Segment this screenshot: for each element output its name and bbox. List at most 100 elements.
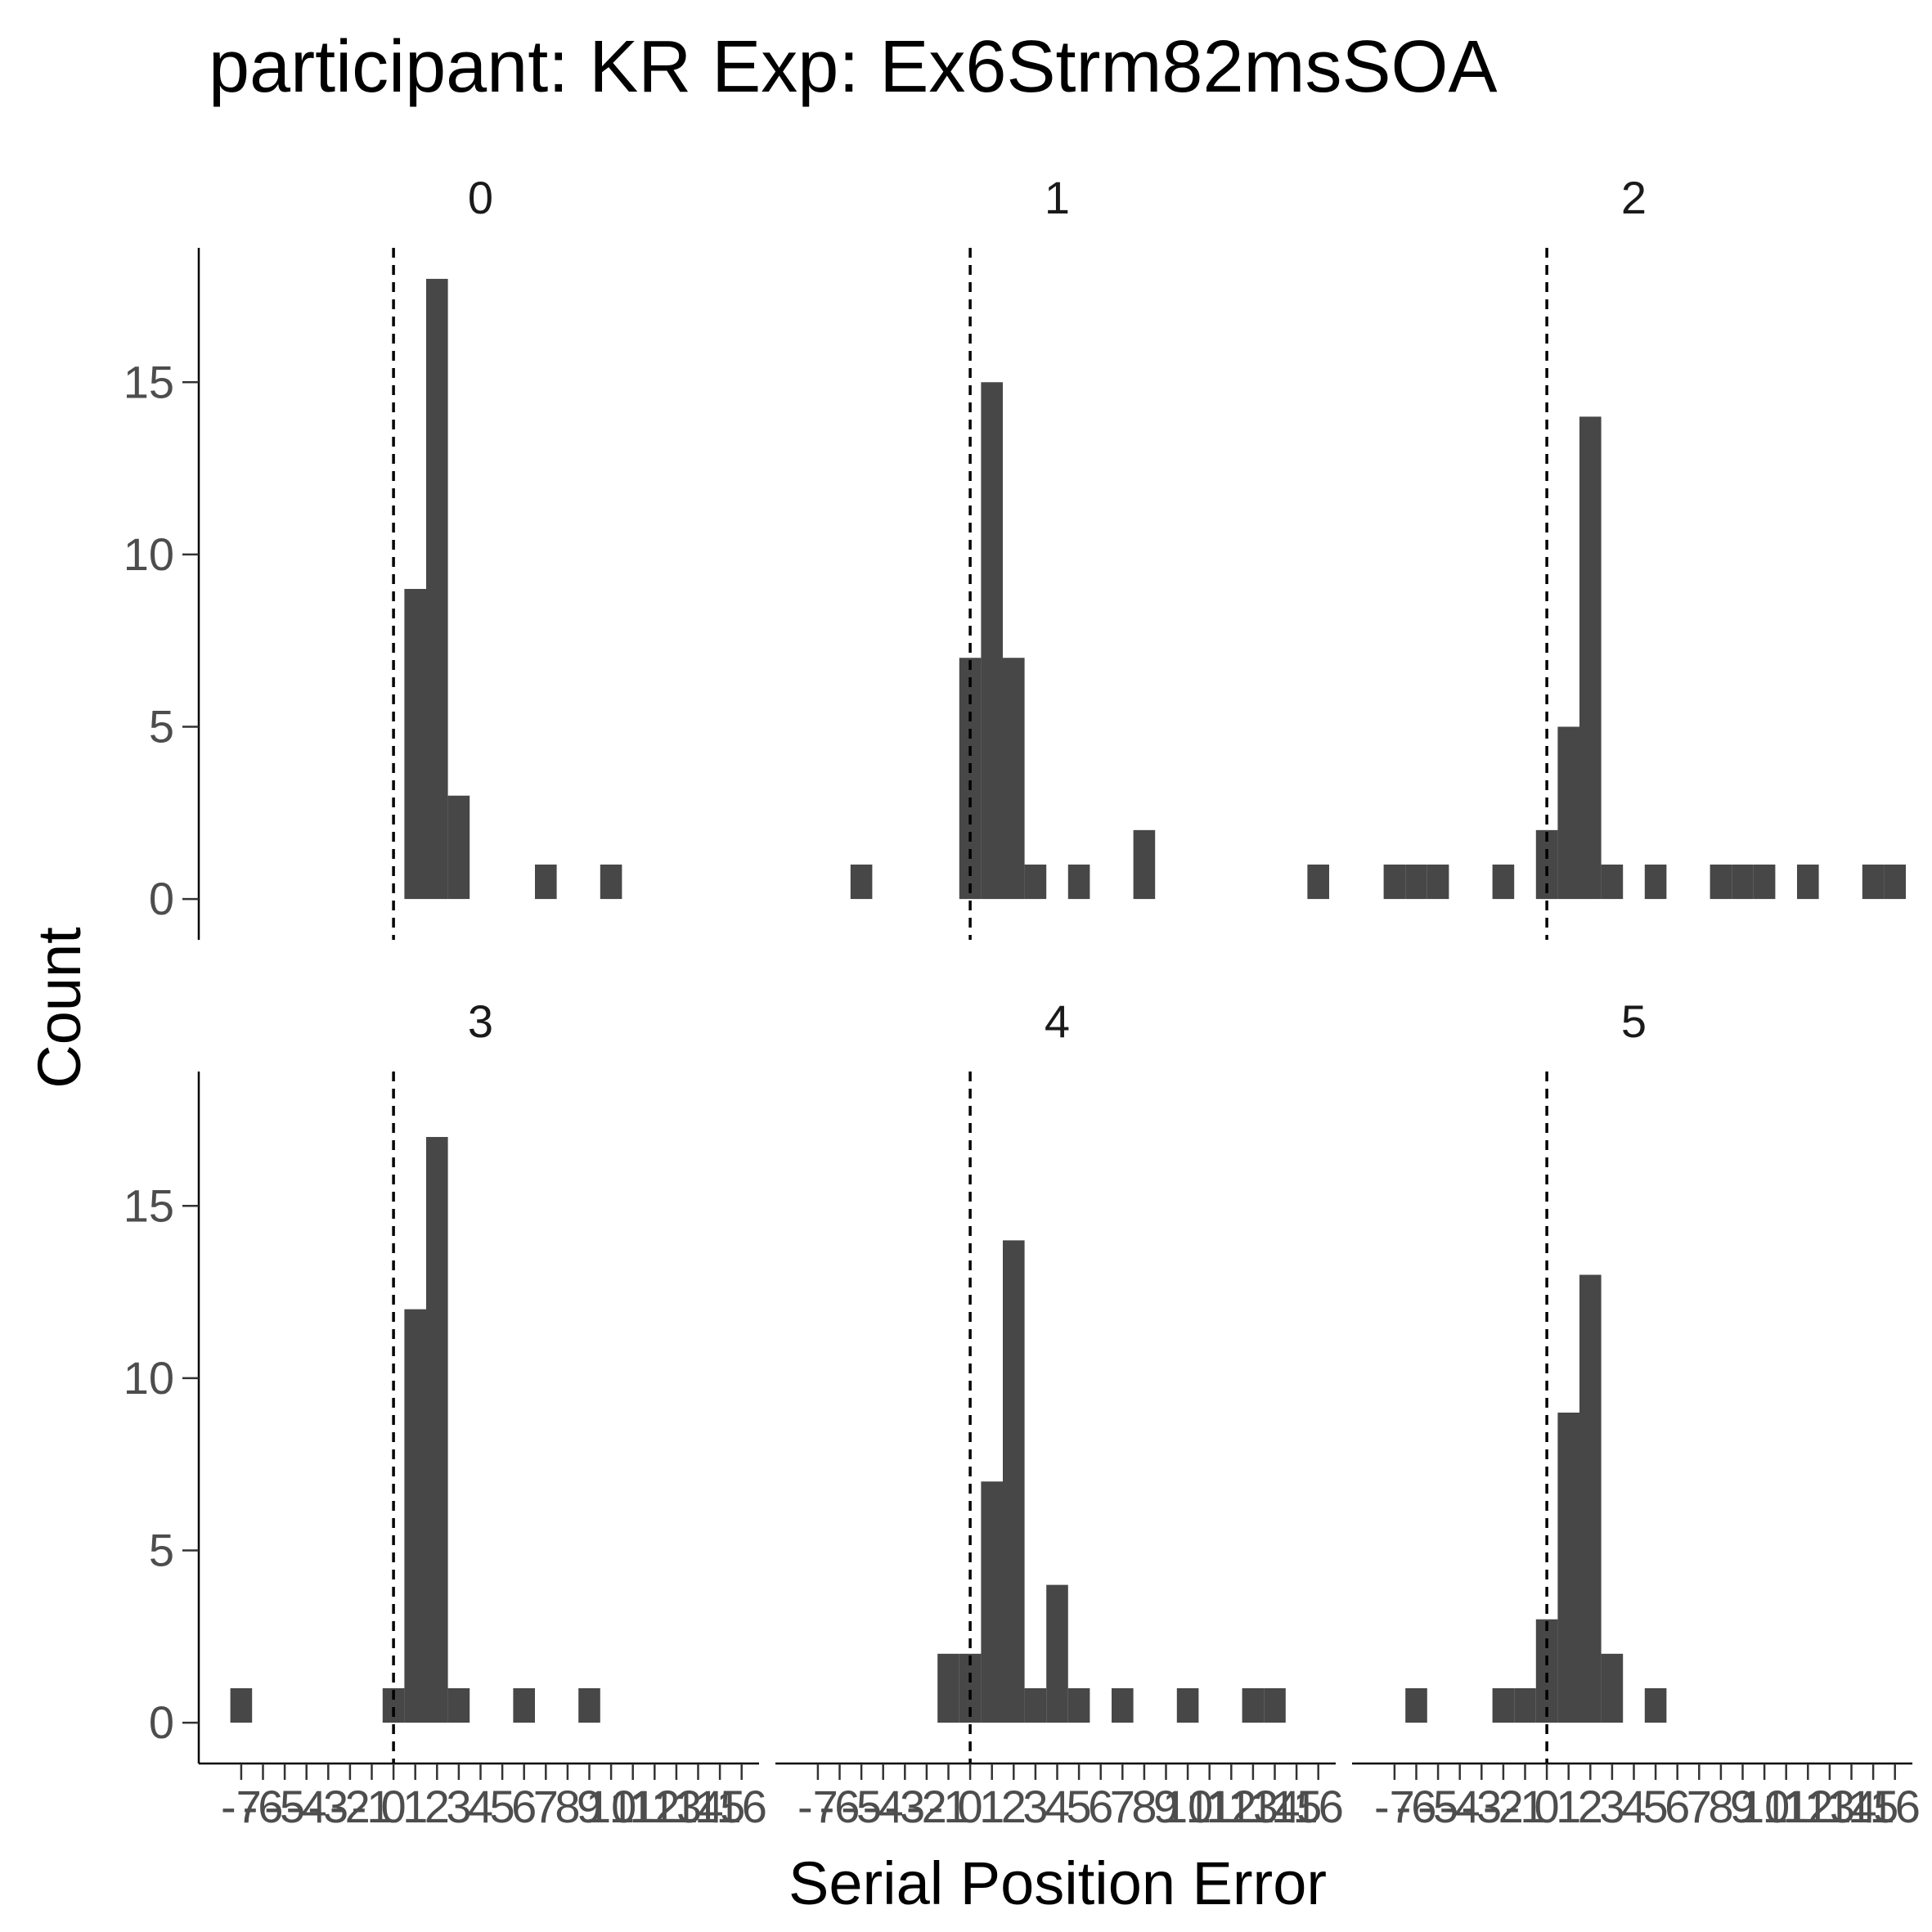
x-tick-label-panel3-5: 5	[490, 1781, 515, 1832]
bar-panel2-x-7	[1383, 864, 1406, 900]
x-tick-label-panel5-15: 15	[1848, 1781, 1898, 1832]
bar-panel1-x5	[1067, 864, 1090, 900]
bar-panel4-x3	[1024, 1687, 1047, 1723]
panel-0: 0 0 5 10 15	[124, 172, 622, 940]
x-tick-label-panel5-11: 11	[1763, 1781, 1810, 1832]
bar-panel5-x2	[1579, 1274, 1602, 1723]
x-tick-label-panel5--6: -6	[1396, 1781, 1437, 1832]
bar-panel5-x-6	[1405, 1687, 1427, 1723]
x-tick-label-panel4-14: 14	[1249, 1781, 1300, 1832]
panel-label-4: 4	[1045, 995, 1070, 1047]
x-tick-label-panel5-9: 9	[1730, 1781, 1755, 1832]
x-tick-label-panel3--1: -1	[352, 1781, 393, 1832]
bar-panel0-x10	[600, 864, 622, 900]
x-tick-label-panel3-12: 12	[629, 1781, 680, 1832]
bar-panel2-x8	[1710, 864, 1732, 900]
bar-panel4-x-1	[937, 1653, 959, 1723]
panel-label-1: 1	[1045, 172, 1070, 223]
x-tick-label-panel3-15: 15	[694, 1781, 745, 1832]
panel-label-3: 3	[468, 995, 493, 1047]
y-tick-label-panel0-0: 0	[149, 873, 174, 924]
x-tick-label-panel4--4: -4	[863, 1781, 904, 1832]
bar-panel0-x1	[404, 589, 426, 900]
bar-panel2-x9	[1732, 864, 1754, 900]
x-tick-label-panel4--3: -3	[884, 1781, 925, 1832]
x-tick-label-panel4-7: 7	[1110, 1781, 1135, 1832]
x-tick-label-panel3-13: 13	[651, 1781, 702, 1832]
y-tick-label-panel3-5: 5	[149, 1524, 174, 1575]
x-tick-label-panel3-0: 0	[381, 1781, 407, 1832]
x-tick-label-panel5-4: 4	[1621, 1781, 1647, 1832]
x-tick-label-panel5-5: 5	[1643, 1781, 1669, 1832]
x-tick-label-panel5-10: 10	[1739, 1781, 1790, 1832]
y-tick-label-panel3-0: 0	[149, 1696, 174, 1748]
x-tick-label-panel5-6: 6	[1665, 1781, 1690, 1832]
x-tick-label-panel3-16: 16	[717, 1781, 767, 1832]
x-tick-label-panel4--1: -1	[928, 1781, 969, 1832]
y-axis-title: Count	[25, 927, 93, 1089]
bar-panel5-x5	[1644, 1687, 1667, 1723]
x-tick-label-panel5-3: 3	[1599, 1781, 1624, 1832]
x-tick-label-panel4-15: 15	[1271, 1781, 1322, 1832]
x-tick-label-panel4-13: 13	[1228, 1781, 1278, 1832]
y-tick-label-panel3-10: 10	[124, 1352, 174, 1404]
bar-panel5-x3	[1601, 1653, 1624, 1723]
bar-panel1-x-5	[850, 864, 873, 900]
y-tick-label-panel3-15: 15	[124, 1179, 174, 1231]
bar-panel4-x10	[1176, 1687, 1199, 1723]
bar-panel3-x9	[578, 1687, 600, 1723]
x-tick-label-panel5--4: -4	[1440, 1781, 1480, 1832]
x-tick-label-panel3--3: -3	[308, 1781, 348, 1832]
bar-panel5-x1	[1557, 1413, 1579, 1723]
bar-panel1-x8	[1133, 829, 1156, 900]
panel-label-5: 5	[1621, 995, 1647, 1047]
bar-panel5-x0	[1535, 1619, 1558, 1723]
x-tick-label-panel4-16: 16	[1293, 1781, 1344, 1832]
x-tick-label-panel4-2: 2	[1001, 1781, 1027, 1832]
x-tick-label-panel4-11: 11	[1186, 1781, 1233, 1832]
x-tick-label-panel5-16: 16	[1870, 1781, 1921, 1832]
bar-panel1-x16	[1307, 864, 1329, 900]
bar-panel2-x1	[1557, 726, 1579, 900]
x-tick-label-panel3--2: -2	[330, 1781, 371, 1832]
y-tick-label-panel0-15: 15	[124, 356, 174, 407]
x-tick-label-panel3-2: 2	[425, 1781, 450, 1832]
panel-label-0: 0	[468, 172, 493, 223]
panel-3: 3051015-7-6-5-4-3-2-10123456789101112131…	[124, 995, 767, 1832]
y-tick-label-panel0-10: 10	[124, 528, 174, 580]
bar-panel2-x3	[1601, 864, 1624, 900]
y-tick-label-panel0-5: 5	[149, 700, 174, 752]
x-tick-label-panel5--5: -5	[1418, 1781, 1458, 1832]
bar-panel0-x2	[426, 278, 448, 900]
x-tick-label-panel5--2: -2	[1483, 1781, 1524, 1832]
bar-panel5-x-2	[1492, 1687, 1515, 1723]
bar-panel3-x6	[513, 1687, 535, 1723]
bar-panel3-x1	[404, 1309, 426, 1723]
x-tick-label-panel4--6: -6	[820, 1781, 860, 1832]
x-tick-label-panel4-10: 10	[1162, 1781, 1213, 1832]
x-tick-label-panel5--1: -1	[1505, 1781, 1546, 1832]
bar-panel1-x2	[1003, 658, 1025, 900]
x-tick-label-panel3-4: 4	[468, 1781, 493, 1832]
bar-panel0-x3	[447, 795, 470, 900]
x-tick-label-panel3--7: -7	[221, 1781, 262, 1832]
bar-panel4-x1	[981, 1481, 1003, 1723]
x-tick-label-panel4-9: 9	[1153, 1781, 1179, 1832]
x-tick-label-panel5-2: 2	[1578, 1781, 1603, 1832]
x-tick-label-panel5-14: 14	[1826, 1781, 1876, 1832]
x-tick-label-panel3--4: -4	[286, 1781, 327, 1832]
bar-panel2-x5	[1644, 864, 1667, 900]
x-tick-label-panel3-14: 14	[672, 1781, 723, 1832]
x-tick-label-panel4-12: 12	[1206, 1781, 1256, 1832]
x-tick-label-panel4-1: 1	[979, 1781, 1004, 1832]
panel-label-2: 2	[1621, 172, 1647, 223]
x-axis-title: Serial Position Error	[789, 1849, 1327, 1917]
x-tick-label-panel4--2: -2	[906, 1781, 947, 1832]
x-tick-label-panel3-1: 1	[402, 1781, 428, 1832]
x-tick-label-panel5-0: 0	[1534, 1781, 1560, 1832]
bar-panel3-x-7	[230, 1687, 253, 1723]
bar-panel2-x15	[1862, 864, 1885, 900]
